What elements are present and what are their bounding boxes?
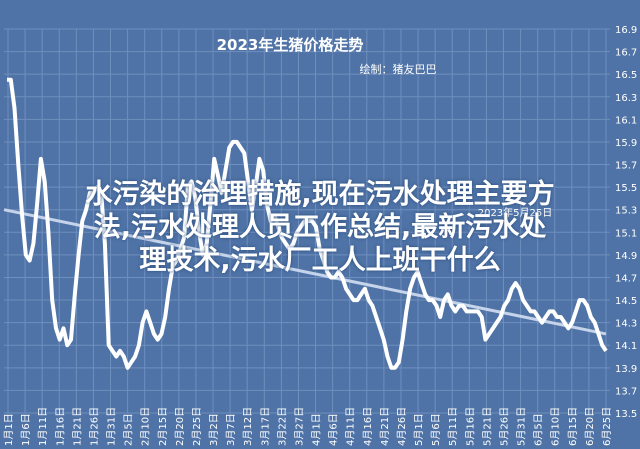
y-tick-label: 14.5 <box>615 296 637 307</box>
x-tick-label: 6月5日 <box>533 413 545 446</box>
x-tick-label: 6月15日 <box>567 407 579 446</box>
y-axis: 13.5 13.7 13.9 14.1 14.3 14.5 14.7 14.9 15.1 15.3… <box>615 25 637 420</box>
x-tick-label: 3月17日 <box>259 407 271 446</box>
overlay-line-3: 理技术,污水厂工人上班干什么 <box>139 245 501 276</box>
date-annotation: 2023年5月25日 <box>478 206 553 219</box>
x-tick-label: 4月21日 <box>379 407 391 446</box>
y-tick-label: 13.5 <box>615 409 637 420</box>
x-tick-label: 3月7日 <box>225 413 237 446</box>
x-tick-label: 2月10日 <box>140 407 152 446</box>
y-tick-label: 14.3 <box>615 319 637 330</box>
x-tick-label: 1月26日 <box>88 407 100 446</box>
x-tick-label: 4月1日 <box>311 413 323 446</box>
x-tick-label: 2月25日 <box>191 407 203 446</box>
y-tick-label: 15.5 <box>615 183 637 194</box>
y-tick-label: 16.3 <box>615 93 637 104</box>
x-tick-label: 5月21日 <box>481 407 493 446</box>
overlay-line-2: 法,污水处理人员工作总结,最新污水处 <box>93 212 547 243</box>
series-line <box>7 77 608 370</box>
y-tick-label: 15.9 <box>615 138 637 149</box>
y-tick-label: 16.5 <box>615 70 637 81</box>
x-tick-label: 1月6日 <box>20 413 32 446</box>
x-tick-label: 1月16日 <box>54 407 66 446</box>
x-tick-label: 6月25日 <box>601 407 613 446</box>
x-tick-label: 4月26日 <box>396 407 408 446</box>
x-tick-label: 1月1日 <box>3 413 15 446</box>
x-tick-label: 5月11日 <box>447 407 459 446</box>
x-tick-label: 4月11日 <box>345 407 357 446</box>
x-axis: 1月1日 1月6日 1月11日 1月16日 1月21日 1月26日 1月31日 2月5日 2月1… <box>3 407 613 446</box>
overlay-line-1: 水污染的治理措施,现在污水处理主要方 <box>85 179 555 210</box>
y-tick-label: 15.7 <box>615 161 637 172</box>
x-tick-label: 2月5日 <box>123 413 135 446</box>
y-tick-label: 15.1 <box>615 228 637 239</box>
x-tick-label: 4月6日 <box>328 413 340 446</box>
gridlines <box>4 28 610 414</box>
x-tick-label: 1月31日 <box>106 407 118 446</box>
x-tick-label: 3月22日 <box>276 407 288 446</box>
x-tick-label: 5月31日 <box>516 407 528 446</box>
x-tick-label: 3月12日 <box>242 407 254 446</box>
y-tick-label: 13.9 <box>615 364 637 375</box>
y-tick-label: 15.3 <box>615 206 637 217</box>
x-tick-label: 1月11日 <box>37 407 49 446</box>
x-tick-label: 3月2日 <box>208 413 220 446</box>
chart-title: 2023年生猪价格走势 <box>217 36 364 54</box>
y-tick-label: 14.1 <box>615 341 637 352</box>
x-tick-label: 5月26日 <box>498 407 510 446</box>
x-tick-label: 5月6日 <box>430 413 442 446</box>
y-tick-label: 14.7 <box>615 273 637 284</box>
x-tick-label: 1月21日 <box>71 407 83 446</box>
y-tick-label: 16.7 <box>615 48 637 59</box>
y-tick-label: 16.9 <box>615 25 637 36</box>
x-tick-label: 6月20日 <box>584 407 596 446</box>
x-tick-label: 2月15日 <box>157 407 169 446</box>
chart-subtitle: 绘制：猪友巴巴 <box>360 62 437 76</box>
x-tick-label: 4月16日 <box>362 407 374 446</box>
x-tick-label: 3月27日 <box>293 407 305 446</box>
x-tick-label: 2月20日 <box>174 407 186 446</box>
watermark-overlay-text: 水污染的治理措施,现在污水处理主要方 法,污水处理人员工作总结,最新污水处 理技… <box>18 178 622 277</box>
y-tick-label: 13.7 <box>615 386 637 397</box>
y-tick-label: 14.9 <box>615 251 637 262</box>
x-tick-label: 5月1日 <box>413 413 425 446</box>
x-tick-label: 5月16日 <box>464 407 476 446</box>
y-tick-label: 16.1 <box>615 115 637 126</box>
x-tick-label: 6月10日 <box>550 407 562 446</box>
